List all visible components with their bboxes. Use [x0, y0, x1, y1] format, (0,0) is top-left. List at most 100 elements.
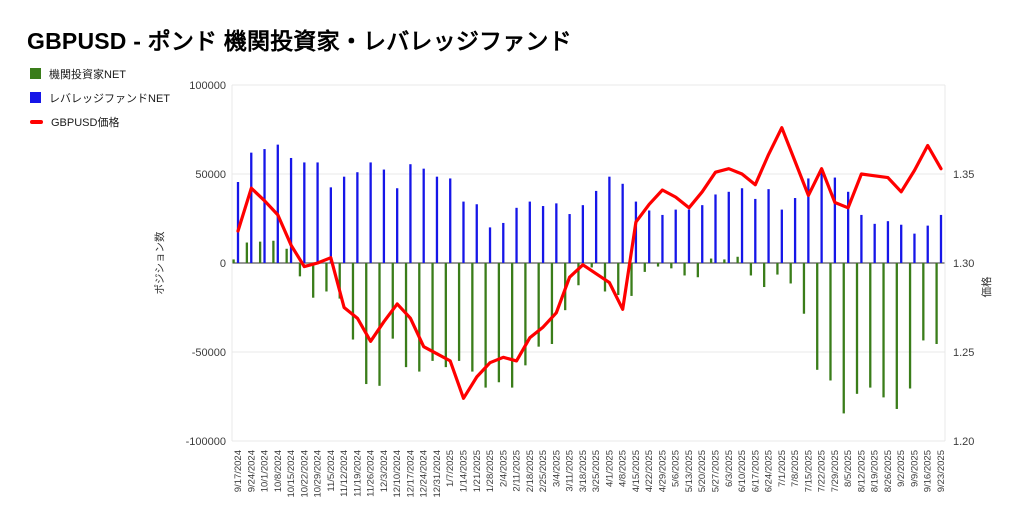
x-axis-tick-label: 11/12/2024: [339, 450, 350, 497]
bar-institutional-net: [431, 263, 434, 361]
bar-leveraged-fund-net: [594, 190, 598, 263]
bar-institutional-net: [802, 263, 806, 314]
x-axis-tick-label: 6/3/2025: [724, 450, 735, 487]
bar-leveraged-fund-net: [289, 157, 293, 263]
x-axis-tick-label: 11/26/2024: [366, 450, 377, 497]
green-square-swatch-icon: [30, 68, 41, 79]
bar-institutional-net: [603, 263, 607, 292]
legend: 機関投資家NET レバレッジファンドNET GBPUSD価格: [30, 66, 170, 129]
bar-leveraged-fund-net: [528, 201, 531, 263]
bar-leveraged-fund-net: [807, 178, 810, 263]
bar-leveraged-fund-net: [661, 214, 664, 263]
bar-institutional-net: [709, 258, 713, 263]
legend-item-label: GBPUSD価格: [51, 116, 120, 129]
y2-axis-tick-label: 1.25: [953, 347, 974, 359]
bar-institutional-net: [630, 263, 633, 296]
bar-institutional-net: [232, 259, 235, 263]
bar-institutional-net: [444, 263, 447, 368]
bar-leveraged-fund-net: [541, 206, 545, 263]
bar-leveraged-fund-net: [303, 162, 306, 263]
bar-institutional-net: [484, 263, 487, 388]
bar-leveraged-fund-net: [369, 162, 372, 263]
y2-axis-tick-label: 1.35: [953, 169, 974, 181]
x-axis-tick-label: 12/3/2024: [379, 450, 390, 492]
x-axis-tick-label: 9/23/2025: [936, 450, 947, 492]
y-axis-tick-label: 50000: [195, 169, 226, 181]
x-axis-tick-label: 9/16/2025: [923, 450, 934, 492]
bar-institutional-net: [842, 263, 845, 414]
bar-leveraged-fund-net: [462, 201, 465, 263]
bar-leveraged-fund-net: [276, 144, 279, 263]
x-axis-tick-label: 2/25/2025: [538, 450, 549, 492]
x-axis-tick-label: 9/17/2024: [233, 450, 244, 492]
bar-leveraged-fund-net: [515, 207, 518, 263]
x-axis-tick-label: 10/1/2024: [260, 450, 271, 492]
legend-item: レバレッジファンドNET: [30, 90, 170, 105]
x-axis-tick-label: 12/10/2024: [392, 450, 403, 498]
bar-leveraged-fund-net: [263, 149, 266, 263]
x-axis-tick-label: 9/9/2025: [909, 450, 920, 487]
bar-institutional-net: [351, 263, 355, 340]
x-axis-tick-label: 7/8/2025: [790, 450, 801, 487]
left-axis-title: ポジション数: [153, 231, 166, 294]
bar-leveraged-fund-net: [382, 169, 386, 263]
bar-leveraged-fund-net: [475, 204, 478, 263]
bar-leveraged-fund-net: [727, 191, 730, 263]
bar-institutional-net: [312, 263, 315, 298]
x-axis-tick-label: 8/12/2025: [856, 450, 867, 492]
x-axis-tick-label: 3/11/2025: [565, 450, 576, 492]
y2-axis-tick-label: 1.20: [953, 436, 974, 448]
bar-leveraged-fund-net: [701, 205, 704, 263]
x-axis-tick-label: 6/17/2025: [750, 450, 761, 492]
x-axis-tick-label: 10/8/2024: [273, 450, 284, 492]
x-axis-tick-label: 1/21/2025: [472, 450, 483, 492]
bar-leveraged-fund-net: [793, 198, 797, 263]
x-axis-tick-label: 12/24/2024: [419, 450, 430, 498]
x-axis-tick-label: 10/15/2024: [286, 450, 297, 498]
bar-leveraged-fund-net: [714, 194, 717, 263]
x-axis-tick-label: 2/4/2025: [498, 450, 509, 487]
bar-leveraged-fund-net: [581, 205, 585, 263]
x-axis-tick-label: 11/19/2024: [352, 450, 363, 497]
bar-leveraged-fund-net: [648, 210, 651, 263]
bar-institutional-net: [245, 242, 249, 263]
bar-leveraged-fund-net: [873, 223, 876, 263]
legend-item: 機関投資家NET: [30, 66, 170, 81]
bar-leveraged-fund-net: [396, 188, 399, 263]
page-title: GBPUSD - ポンド 機関投資家・レバレッジファンド: [27, 28, 572, 54]
bar-leveraged-fund-net: [250, 152, 253, 263]
bar-leveraged-fund-net: [740, 188, 744, 263]
y2-axis-tick-label: 1.30: [953, 258, 974, 270]
bar-institutional-net: [590, 263, 593, 268]
x-axis-tick-label: 3/18/2025: [578, 450, 589, 492]
bar-institutional-net: [895, 263, 898, 409]
legend-item-label: 機関投資家NET: [49, 68, 126, 81]
blue-square-swatch-icon: [30, 92, 41, 103]
bar-institutional-net: [258, 241, 262, 263]
bar-institutional-net: [338, 263, 341, 299]
x-axis-tick-label: 8/19/2025: [870, 450, 881, 492]
bar-institutional-net: [776, 263, 779, 275]
x-axis-tick-label: 8/5/2025: [843, 450, 854, 487]
y-axis-tick-label: -50000: [192, 347, 226, 359]
x-axis-tick-label: 3/4/2025: [551, 450, 562, 487]
x-axis-tick-label: 10/22/2024: [299, 450, 310, 498]
x-axis-tick-label: 1/28/2025: [485, 450, 496, 492]
bar-institutional-net: [723, 259, 726, 263]
bar-leveraged-fund-net: [926, 225, 929, 263]
bar-institutional-net: [656, 263, 660, 267]
bar-institutional-net: [696, 263, 699, 278]
x-axis-tick-label: 6/10/2025: [737, 450, 748, 492]
x-axis-tick-label: 7/15/2025: [803, 450, 814, 492]
bar-leveraged-fund-net: [342, 176, 346, 263]
x-axis-tick-label: 1/7/2025: [445, 450, 456, 487]
bar-institutional-net: [537, 263, 540, 347]
bar-institutional-net: [670, 263, 673, 269]
x-axis-tick-label: 7/22/2025: [817, 450, 828, 492]
y-axis-tick-label: 0: [220, 258, 226, 270]
bar-institutional-net: [510, 263, 514, 388]
bar-leveraged-fund-net: [435, 176, 439, 263]
x-axis-tick-label: 6/24/2025: [764, 450, 775, 492]
